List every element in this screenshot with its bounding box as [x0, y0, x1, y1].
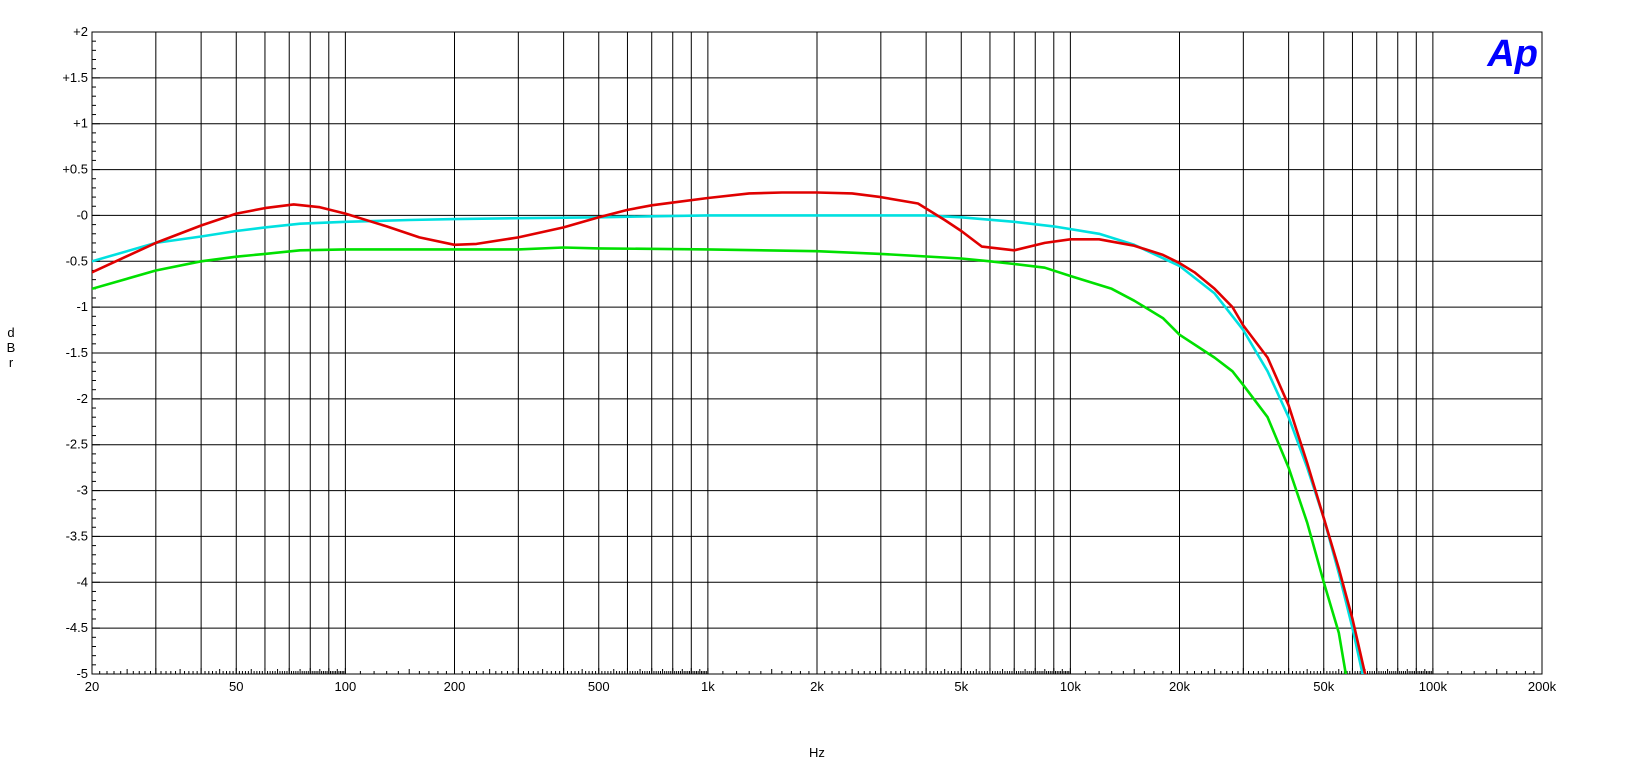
y-axis-label-char: d — [7, 325, 14, 340]
x-tick-label: 500 — [588, 679, 610, 694]
y-tick-label: +0.5 — [62, 162, 88, 177]
y-tick-label: -2 — [76, 391, 88, 406]
plot-frame — [91, 31, 1543, 675]
x-tick-label: 100k — [1419, 679, 1448, 694]
x-tick-label: 5k — [954, 679, 968, 694]
x-tick-label: 2k — [810, 679, 824, 694]
y-tick-label: -4 — [76, 574, 88, 589]
y-tick-label: -2.5 — [66, 437, 88, 452]
x-tick-label: 200k — [1528, 679, 1557, 694]
x-tick-label: 200 — [444, 679, 466, 694]
x-tick-label: 50k — [1313, 679, 1334, 694]
y-axis-label-char: B — [7, 340, 16, 355]
y-tick-label: -4.5 — [66, 620, 88, 635]
y-axis-label-char: r — [9, 355, 14, 370]
y-tick-label: -3 — [76, 483, 88, 498]
y-tick-label: -1.5 — [66, 345, 88, 360]
x-tick-label: 20k — [1169, 679, 1190, 694]
y-tick-label: -5 — [76, 666, 88, 681]
x-tick-label: 100 — [335, 679, 357, 694]
y-tick-label: -1 — [76, 299, 88, 314]
series-line-1 — [92, 214, 1364, 674]
x-tick-labels: 20 50 100 200 500 1k 2k 5k 10k 20k 50k 100k 200k — [85, 679, 1557, 694]
y-tick-label: -3.5 — [66, 528, 88, 543]
y-tick-label: -0.5 — [66, 253, 88, 268]
series-line-2 — [92, 246, 1348, 674]
x-tick-label: 1k — [701, 679, 715, 694]
y-tick-label: +1.5 — [62, 70, 88, 85]
series-line-3 — [92, 191, 1367, 674]
x-tick-label: 10k — [1060, 679, 1081, 694]
x-tick-label: 20 — [85, 679, 99, 694]
y-tick-labels: +2 +1.5 +1 +0.5 -0 -0.5 -1 -1.5 -2 -2.5 -3 -3.5 -4 -4… — [62, 24, 88, 681]
ap-logo: Ap — [1486, 33, 1538, 75]
y-tick-label: +2 — [73, 24, 88, 39]
y-tick-label: -0 — [76, 207, 88, 222]
y-axis-label: dBr — [7, 325, 16, 370]
x-axis-label: Hz — [809, 745, 825, 760]
y-tick-label: +1 — [73, 116, 88, 131]
series-layer — [92, 191, 1367, 674]
x-tick-label: 50 — [229, 679, 243, 694]
